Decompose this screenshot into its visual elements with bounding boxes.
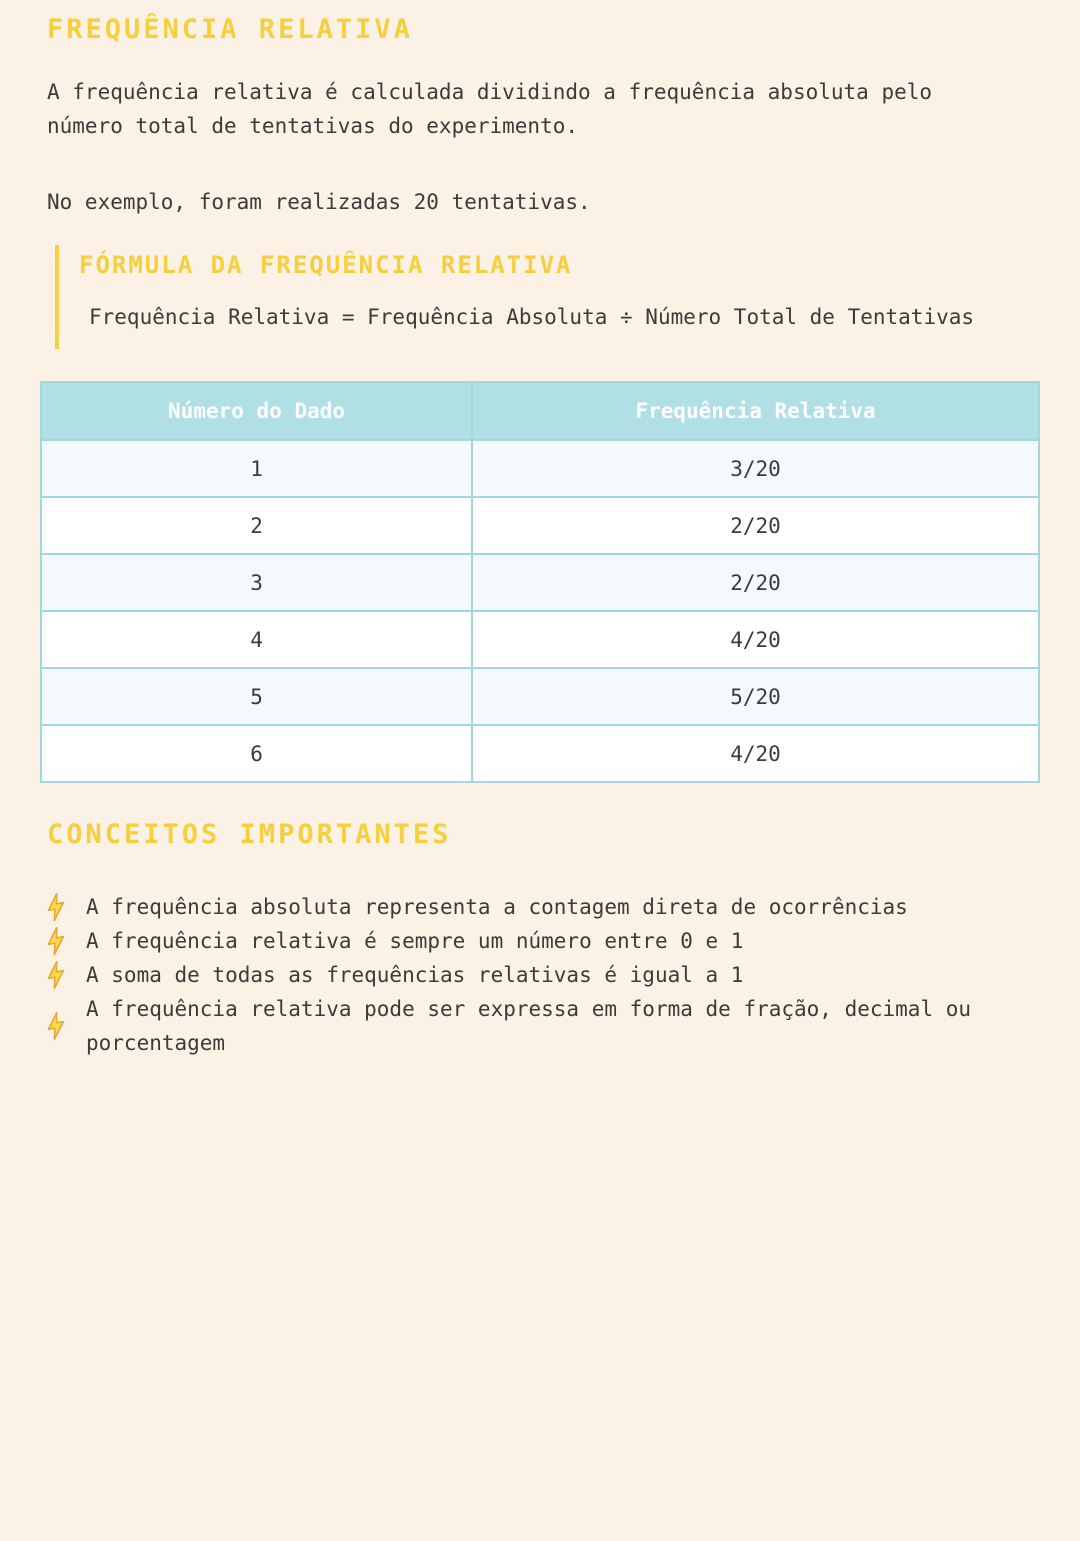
dado-cell: 5: [39, 667, 474, 726]
list-item: A frequência relativa é sempre um número…: [44, 924, 1080, 958]
lightning-bolt-icon: [44, 892, 68, 922]
freq-cell: 2/20: [471, 553, 1040, 612]
table-row: 1 3/20: [39, 439, 1040, 498]
dado-cell: 3: [39, 553, 474, 612]
freq-cell: 2/20: [471, 496, 1040, 555]
freq-cell: 3/20: [471, 439, 1040, 498]
dado-cell: 4: [39, 610, 474, 669]
column-header-frequencia-relativa: Frequência Relativa: [471, 381, 1040, 441]
table-header-row: Número do Dado Frequência Relativa: [39, 381, 1040, 441]
formula-callout: FÓRMULA DA FREQUÊNCIA RELATIVA Frequênci…: [55, 245, 1015, 349]
table-row: 6 4/20: [39, 724, 1040, 783]
formula-callout-title: FÓRMULA DA FREQUÊNCIA RELATIVA: [79, 251, 573, 279]
table-row: 4 4/20: [39, 610, 1040, 669]
list-item: A frequência relativa pode ser expressa …: [44, 992, 1080, 1060]
concepts-list: A frequência absoluta representa a conta…: [44, 890, 1080, 1060]
table-row: 5 5/20: [39, 667, 1040, 726]
study-notes-page: FREQUÊNCIA RELATIVA A frequência relativ…: [0, 14, 1080, 1541]
lightning-bolt-icon: [44, 960, 68, 990]
dado-cell: 2: [39, 496, 474, 555]
list-item-text: A frequência absoluta representa a conta…: [86, 895, 908, 919]
lightning-bolt-icon: [44, 926, 68, 956]
lightning-bolt-icon: [44, 1011, 68, 1041]
list-item-text: A frequência relativa é sempre um número…: [86, 929, 744, 953]
column-header-numero-do-dado: Número do Dado: [39, 381, 474, 441]
freq-cell: 5/20: [471, 667, 1040, 726]
frequency-table: Número do Dado Frequência Relativa 1 3/2…: [39, 381, 1040, 783]
list-item-text: A frequência relativa pode ser expressa …: [86, 997, 972, 1055]
dado-cell: 1: [39, 439, 474, 498]
formula-text: Frequência Relativa = Frequência Absolut…: [89, 305, 975, 329]
frequency-table-body: 1 3/20 2 2/20 3 2/20 4 4/20 5 5/20 6 4/2…: [39, 439, 1040, 783]
list-item-text: A soma de todas as frequências relativas…: [86, 963, 744, 987]
table-row: 2 2/20: [39, 496, 1040, 555]
list-item: A soma de todas as frequências relativas…: [44, 958, 1080, 992]
dado-cell: 6: [39, 724, 474, 783]
concepts-section-title: CONCEITOS IMPORTANTES: [47, 819, 452, 850]
example-note: No exemplo, foram realizadas 20 tentativ…: [47, 190, 591, 214]
table-row: 3 2/20: [39, 553, 1040, 612]
page-title: FREQUÊNCIA RELATIVA: [47, 14, 413, 45]
freq-cell: 4/20: [471, 724, 1040, 783]
list-item: A frequência absoluta representa a conta…: [44, 890, 1080, 924]
freq-cell: 4/20: [471, 610, 1040, 669]
intro-paragraph: A frequência relativa é calculada dividi…: [47, 80, 933, 138]
